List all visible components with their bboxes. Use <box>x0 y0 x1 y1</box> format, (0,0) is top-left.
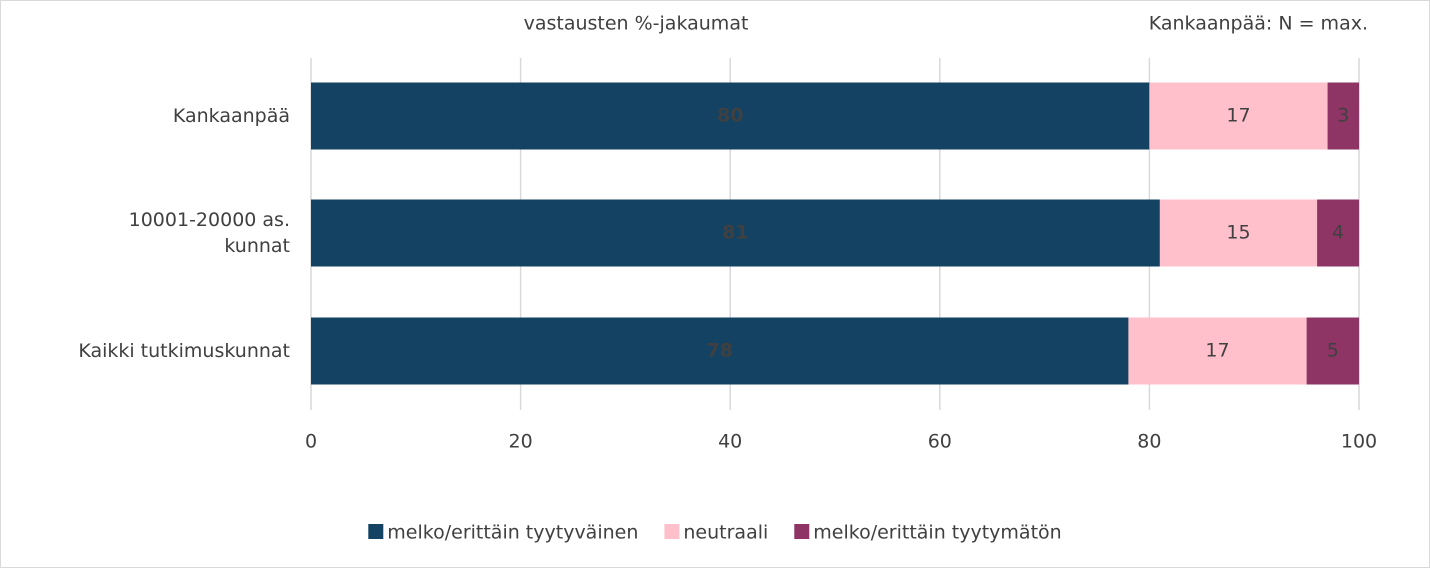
x-tick-label: 40 <box>718 431 742 453</box>
bar-segment <box>1306 317 1359 385</box>
value-label: 5 <box>1327 340 1339 362</box>
value-label: 15 <box>1226 222 1250 244</box>
bar-segment <box>311 199 1160 267</box>
subtitle: vastausten %-jakaumat <box>524 13 749 35</box>
value-label: 17 <box>1205 340 1229 362</box>
bar-segment <box>311 82 1150 150</box>
value-label: 80 <box>717 105 743 127</box>
legend-label: melko/erittäin tyytymätön <box>813 522 1061 544</box>
bar-segment <box>311 317 1129 385</box>
legend-label: melko/erittäin tyytyväinen <box>387 522 638 544</box>
value-label: 78 <box>706 340 732 362</box>
x-tick-label: 20 <box>509 431 533 453</box>
annotation: Kankaanpää: N = max. <box>1149 13 1368 35</box>
value-label: 3 <box>1337 105 1349 127</box>
legend-swatch <box>368 524 384 539</box>
value-label: 81 <box>722 222 748 244</box>
x-tick-label: 100 <box>1341 431 1377 453</box>
category-label: Kankaanpää <box>172 105 290 127</box>
bar-segment <box>1159 199 1318 267</box>
value-label: 17 <box>1226 105 1250 127</box>
category-label: 10001-20000 as. kunnat <box>128 209 290 257</box>
x-tick-label: 0 <box>305 431 317 453</box>
legend-label: neutraali <box>683 522 768 544</box>
bar-segment <box>1317 199 1359 267</box>
x-tick-label: 80 <box>1137 431 1161 453</box>
category-label: Kaikki tutkimuskunnat <box>78 340 290 362</box>
bar-segment <box>1128 317 1307 385</box>
bar-segment <box>1149 82 1328 150</box>
value-label: 4 <box>1332 222 1344 244</box>
x-tick-label: 60 <box>928 431 952 453</box>
legend-swatch <box>664 524 680 539</box>
bar-segment <box>1327 82 1359 150</box>
legend-swatch <box>794 524 810 539</box>
